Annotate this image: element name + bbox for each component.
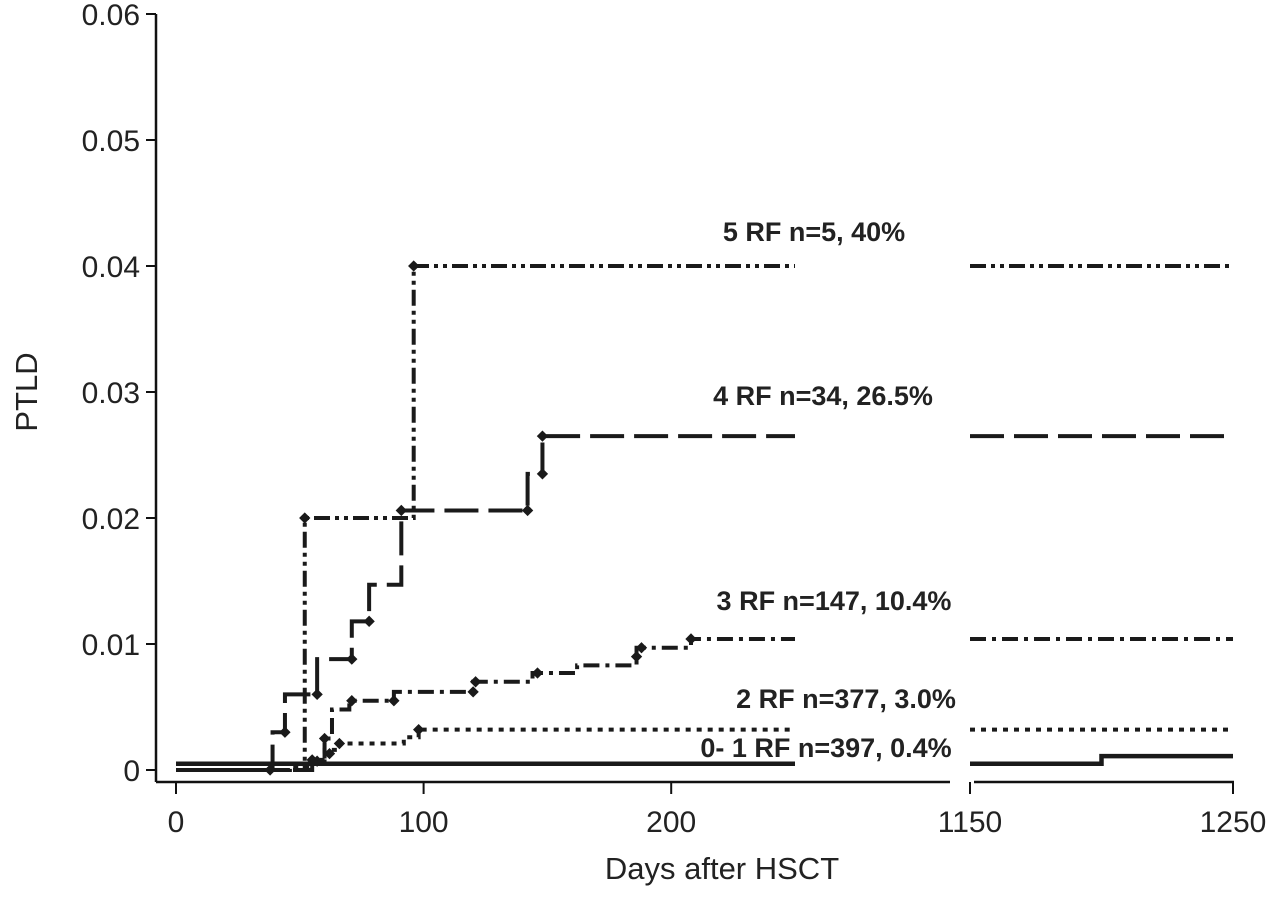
series-label-2rf: 2 RF n=377, 3.0% [736,684,956,714]
series-3-marker [323,747,336,760]
series-0-marker [299,512,311,524]
series-label-3rf: 3 RF n=147, 10.4% [717,586,952,616]
y-tick-label: 0.01 [82,629,140,662]
series-2-marker [469,676,482,688]
series-1-marker [346,653,358,665]
x-tick-label: 1150 [938,806,1003,839]
series-layer [176,260,1233,776]
series-label-0-1rf: 0- 1 RF n=397, 0.4% [700,733,951,763]
y-ticks: 0 0.01 0.02 0.03 0.04 0.05 0.06 [82,0,156,788]
labels-layer: 5 RF n=5, 40% 4 RF n=34, 26.5% 3 RF n=14… [700,217,956,763]
series-2-marker [531,667,544,679]
x-tick-label: 0 [168,806,185,839]
y-axis-title: PTLD [9,352,44,431]
series-1-marker [279,726,291,738]
series-3-marker [333,737,346,750]
x-tick-label: 1250 [1200,806,1267,839]
series-1-marker [311,688,323,701]
series-1-marker [536,468,549,480]
series-1-marker [395,504,407,517]
series-0-marker [408,260,420,272]
series-2-marker [635,642,648,654]
y-tick-label: 0.04 [82,251,140,284]
series-label-4rf: 4 RF n=34, 26.5% [713,381,933,411]
series-2-marker [318,732,331,745]
series-2-marker [630,650,643,663]
axes [154,14,1234,830]
x-ticks: 0 100 200 1150 1250 [168,782,1267,839]
x-tick-label: 200 [646,806,696,839]
series-1-marker [521,504,534,517]
y-tick-label: 0.02 [82,503,140,536]
x-axis-break-gap [952,30,972,830]
x-axis-title: Days after HSCT [605,851,839,886]
series-1-marker [363,615,375,627]
series-4-line [176,753,1233,766]
y-tick-label: 0 [123,755,140,788]
y-tick-label: 0.05 [82,125,140,158]
series-0-line [176,264,1233,772]
series-3-marker [264,764,276,776]
series-1-marker [536,430,549,442]
series-2-marker [685,633,697,645]
series-1-line [176,434,1233,772]
series-2-marker [467,686,479,698]
series-3-marker [412,724,425,736]
series-3-line [176,727,1233,772]
y-tick-label: 0.03 [82,377,140,410]
series-2-marker [388,695,400,707]
series-2-marker [346,695,358,707]
y-tick-label: 0.06 [82,0,140,32]
series-label-5rf: 5 RF n=5, 40% [723,217,905,247]
x-tick-label: 100 [399,806,449,839]
